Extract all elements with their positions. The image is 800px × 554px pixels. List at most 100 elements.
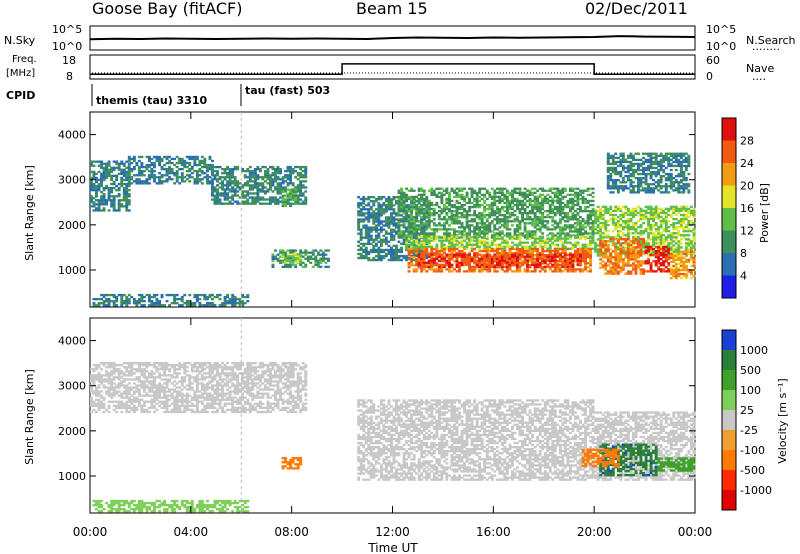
range-gate-cell — [226, 174, 230, 177]
range-gate-cell — [405, 197, 409, 201]
range-gate-cell — [634, 209, 638, 213]
range-gate-cell — [490, 220, 494, 223]
range-gate-cell — [153, 302, 156, 305]
range-gate-cell — [546, 220, 550, 223]
range-gate-cell — [284, 180, 288, 183]
range-gate-cell — [417, 250, 421, 254]
range-gate-cell — [576, 195, 580, 199]
range-gate-cell — [594, 209, 598, 213]
range-gate-cell — [231, 188, 235, 191]
range-gate-cell — [674, 250, 678, 253]
range-gate-cell — [672, 228, 676, 231]
range-gate-cell — [382, 210, 386, 213]
range-gate-cell — [483, 255, 487, 258]
range-gate-cell — [153, 180, 156, 183]
range-gate-cell — [667, 209, 671, 213]
range-gate-cell — [624, 248, 628, 251]
range-gate-cell — [442, 237, 446, 240]
range-gate-cell — [488, 243, 492, 246]
range-gate-cell — [619, 246, 623, 249]
range-gate-cell — [584, 264, 588, 267]
range-gate-cell — [150, 302, 154, 305]
range-gate-cell — [442, 257, 446, 260]
range-gate-cell — [569, 235, 572, 238]
range-gate-cell — [125, 205, 129, 208]
range-gate-cell — [513, 232, 517, 235]
range-gate-cell — [546, 258, 550, 261]
range-gate-cell — [301, 265, 305, 269]
range-gate-cell — [127, 178, 131, 181]
range-gate-cell — [556, 195, 560, 199]
range-gate-cell — [465, 224, 469, 227]
range-gate-cell — [425, 199, 429, 203]
range-gate-cell — [357, 256, 361, 260]
range-gate-cell — [647, 205, 651, 209]
range-gate-cell — [208, 295, 212, 299]
range-gate-cell — [395, 246, 398, 250]
range-gate-cell — [690, 205, 693, 209]
range-gate-cell — [639, 230, 643, 233]
range-gate-cell — [362, 220, 366, 223]
range-gate-cell — [228, 200, 232, 203]
range-gate-cell — [647, 232, 651, 235]
range-gate-cell — [95, 178, 98, 182]
range-gate-cell — [117, 209, 121, 212]
range-gate-cell — [238, 300, 242, 303]
range-gate-cell — [599, 211, 603, 215]
range-gate-cell — [475, 235, 479, 238]
range-gate-cell — [372, 248, 376, 252]
range-gate-cell — [206, 176, 209, 179]
range-gate-cell — [526, 237, 530, 240]
range-gate-cell — [412, 258, 416, 262]
range-gate-cell — [463, 255, 467, 258]
range-gate-cell — [553, 262, 557, 265]
range-gate-cell — [591, 222, 595, 225]
range-gate-cell — [488, 212, 492, 215]
range-gate-cell — [397, 207, 401, 211]
range-gate-cell — [107, 170, 111, 174]
range-gate-cell — [533, 187, 537, 190]
range-gate-cell — [296, 194, 300, 197]
range-gate-cell — [407, 224, 411, 227]
range-gate-cell — [296, 253, 300, 256]
range-gate-cell — [236, 182, 240, 185]
range-gate-cell — [395, 202, 398, 205]
range-gate-cell — [284, 198, 288, 202]
range-gate-cell — [551, 203, 555, 207]
range-gate-cell — [243, 295, 247, 299]
range-gate-cell — [478, 199, 482, 203]
range-gate-cell — [407, 262, 411, 265]
range-gate-cell — [248, 165, 252, 169]
range-gate-cell — [412, 245, 416, 248]
range-gate-cell — [591, 203, 595, 207]
range-gate-cell — [427, 201, 431, 205]
range-gate-cell — [599, 213, 603, 217]
range-gate-cell — [163, 168, 167, 171]
range-gate-cell — [473, 270, 477, 273]
range-gate-cell — [576, 218, 580, 221]
range-gate-cell — [170, 172, 174, 175]
range-gate-cell — [440, 207, 444, 211]
range-gate-cell — [359, 202, 363, 205]
range-gate-cell — [642, 246, 646, 249]
range-gate-cell — [425, 216, 429, 219]
range-gate-cell — [480, 259, 484, 262]
range-gate-cell — [314, 249, 318, 252]
range-gate-cell — [216, 172, 219, 175]
range-gate-cell — [498, 232, 502, 235]
range-gate-cell — [382, 250, 386, 254]
range-gate-cell — [100, 195, 104, 198]
range-gate-cell — [379, 250, 383, 254]
range-gate-cell — [571, 258, 575, 261]
range-gate-cell — [571, 218, 575, 221]
range-gate-cell — [551, 199, 555, 203]
range-gate-cell — [531, 210, 535, 213]
range-gate-cell — [629, 213, 633, 217]
range-gate-cell — [276, 257, 280, 260]
range-gate-cell — [266, 174, 270, 177]
range-gate-cell — [569, 230, 572, 233]
range-gate-cell — [435, 224, 439, 227]
range-gate-cell — [632, 236, 635, 239]
range-gate-cell — [490, 222, 494, 225]
